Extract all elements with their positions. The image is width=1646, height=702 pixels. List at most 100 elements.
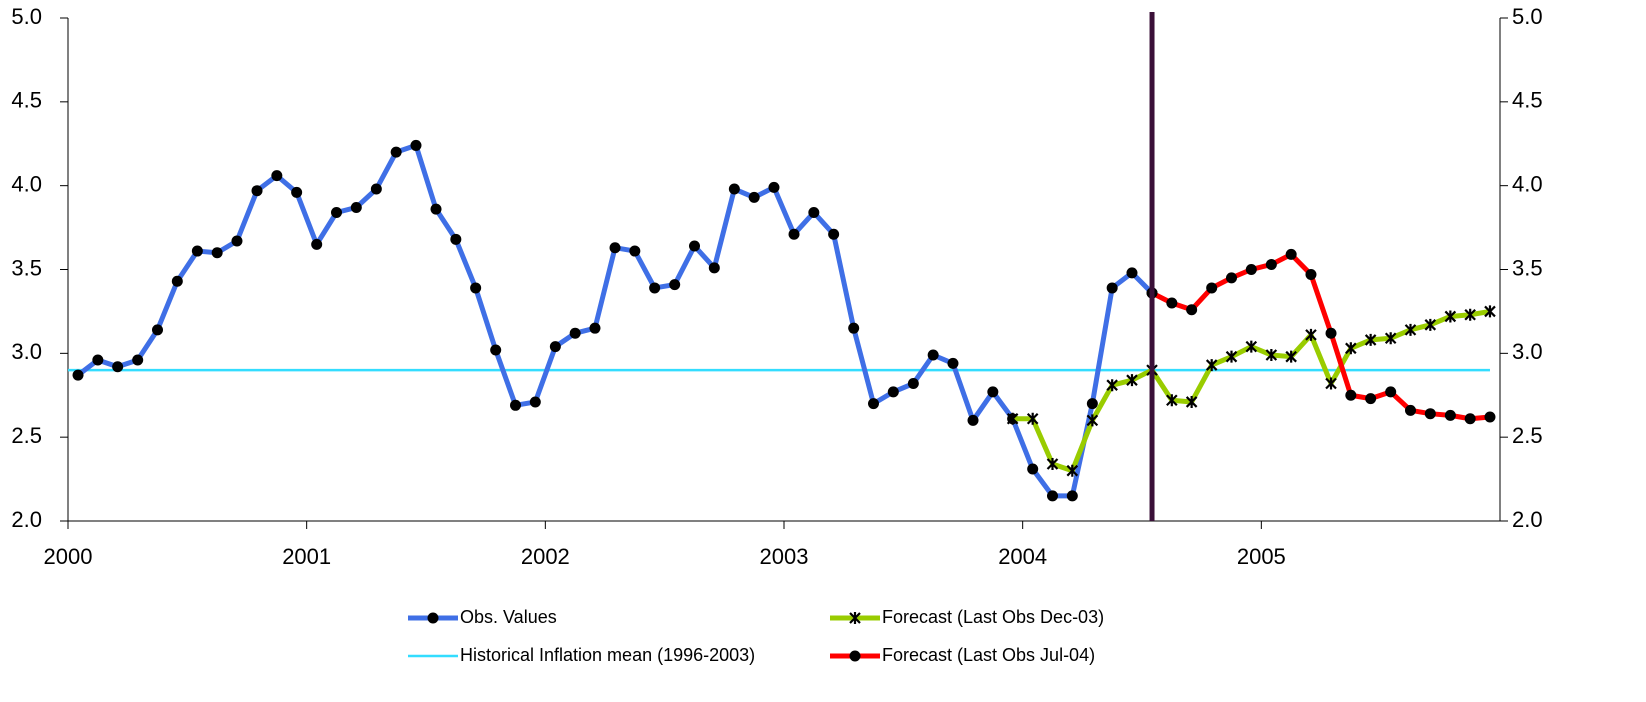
series-line — [1150, 251, 1491, 422]
y2-tick-label: 2.0 — [1512, 507, 1543, 532]
data-point — [490, 344, 502, 356]
data-point — [132, 354, 144, 366]
data-point — [350, 201, 362, 213]
data-point — [1185, 395, 1198, 408]
data-point — [1027, 463, 1039, 475]
data-point — [1206, 282, 1218, 294]
y2-tick-label: 4.0 — [1512, 171, 1543, 196]
data-point — [1026, 412, 1039, 425]
data-point — [1345, 342, 1357, 355]
data-point — [708, 262, 720, 274]
y2-tick-label: 4.5 — [1512, 88, 1543, 113]
data-point — [1006, 412, 1019, 425]
data-point — [1345, 389, 1357, 401]
data-point — [1205, 359, 1218, 372]
data-point — [1444, 409, 1456, 421]
x-tick-label: 2005 — [1237, 544, 1286, 569]
legend-label: Forecast (Last Obs Dec-03) — [882, 607, 1104, 627]
data-point — [1305, 328, 1317, 341]
data-point — [1186, 304, 1198, 316]
data-point — [1384, 332, 1397, 345]
data-point — [1464, 413, 1476, 425]
y-tick-label: 4.5 — [11, 88, 42, 113]
data-point — [1106, 379, 1118, 392]
data-point — [689, 240, 700, 252]
data-point — [1365, 393, 1377, 405]
data-point — [331, 206, 342, 218]
data-point — [1285, 350, 1297, 363]
data-point — [410, 139, 422, 151]
x-tick-label: 2002 — [521, 544, 570, 569]
y-tick-label: 4.0 — [11, 171, 42, 196]
legend-label: Obs. Values — [460, 607, 557, 627]
data-point — [251, 185, 263, 197]
legend-marker — [849, 612, 861, 624]
data-point — [987, 386, 999, 398]
data-point — [1086, 414, 1099, 427]
data-point — [1464, 308, 1476, 321]
data-point — [549, 341, 561, 353]
data-point — [967, 414, 979, 426]
data-point — [152, 324, 163, 336]
data-point — [1364, 333, 1377, 346]
data-point — [510, 399, 521, 411]
data-point — [569, 327, 581, 339]
y2-tick-label: 3.0 — [1512, 339, 1543, 364]
data-point — [1226, 272, 1237, 284]
data-point — [1047, 490, 1058, 502]
data-point — [1245, 264, 1257, 275]
data-point — [1484, 411, 1496, 423]
data-point — [1066, 490, 1078, 502]
data-point — [191, 245, 203, 257]
data-point — [450, 233, 462, 245]
x-tick-label: 2004 — [998, 544, 1047, 569]
data-point — [1424, 408, 1436, 420]
data-point — [1484, 305, 1496, 318]
data-point — [589, 322, 601, 334]
data-point — [788, 228, 800, 240]
data-point — [868, 398, 879, 410]
data-point — [430, 203, 442, 215]
data-point — [1265, 349, 1278, 362]
series-line — [76, 142, 1154, 499]
data-point — [1305, 269, 1317, 281]
data-point — [669, 279, 681, 291]
data-point — [171, 275, 183, 287]
data-point — [390, 146, 402, 158]
data-point — [1325, 327, 1337, 339]
x-tick-label: 2000 — [44, 544, 93, 569]
data-point — [1046, 457, 1059, 470]
data-point — [271, 170, 283, 182]
data-point — [1225, 350, 1238, 363]
data-point — [808, 206, 820, 218]
data-point — [112, 361, 124, 373]
data-point — [1066, 464, 1079, 477]
data-point — [828, 228, 840, 240]
data-point — [1166, 297, 1178, 309]
data-point — [529, 396, 541, 408]
data-point — [927, 349, 939, 361]
data-point — [1126, 374, 1138, 387]
data-point — [947, 357, 959, 369]
data-point — [1405, 404, 1416, 416]
legend-label: Forecast (Last Obs Jul-04) — [882, 645, 1095, 665]
data-point — [907, 378, 919, 390]
data-point — [768, 181, 780, 193]
data-point — [1325, 377, 1337, 390]
data-point — [1444, 310, 1457, 323]
data-point — [291, 186, 303, 198]
data-point — [728, 183, 740, 195]
y-tick-label: 3.5 — [11, 255, 42, 280]
y2-tick-label: 5.0 — [1512, 4, 1543, 29]
legend-marker — [427, 612, 439, 624]
data-point — [231, 235, 243, 247]
data-point — [92, 354, 104, 366]
data-point — [470, 282, 482, 294]
data-point — [629, 245, 641, 257]
data-point — [609, 242, 621, 254]
data-point — [1424, 318, 1437, 331]
data-point — [1086, 398, 1098, 410]
data-point — [1126, 267, 1138, 279]
y-tick-label: 5.0 — [11, 4, 42, 29]
